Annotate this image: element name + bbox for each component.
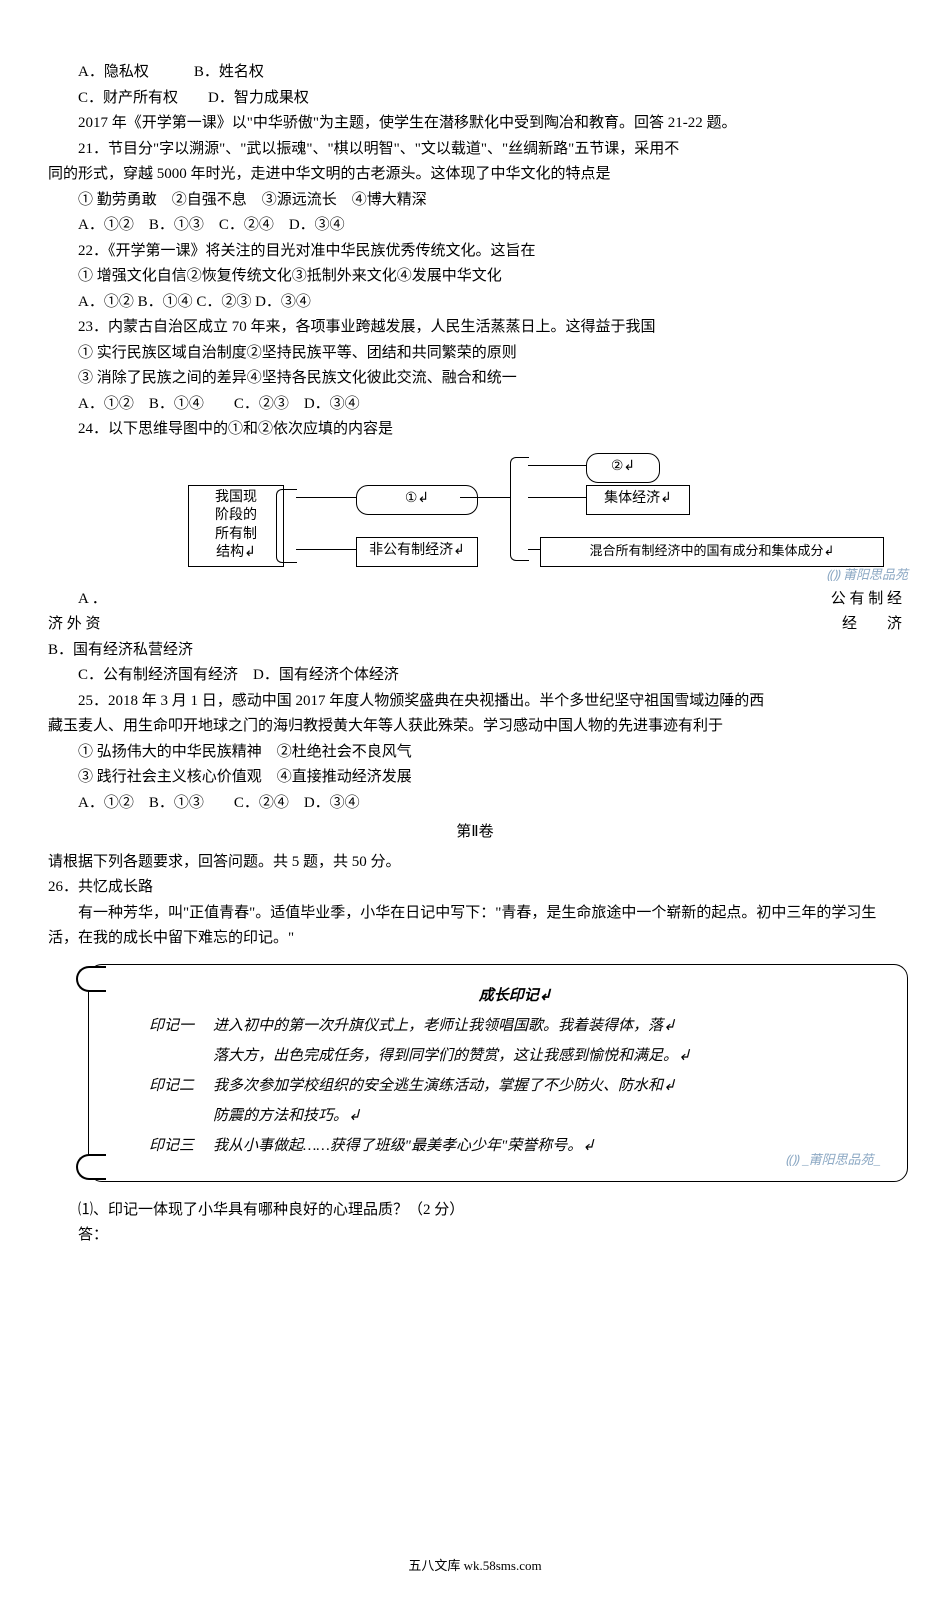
bracket-icon [276,489,297,563]
q25-p2: ③ 践行社会主义核心价值观 ④直接推动经济发展 [48,765,902,791]
q20-option-a: A．隐私权 B．姓名权 [48,60,902,86]
q20-a-text: A．隐私权 [78,64,149,80]
card-watermark: ⸨⸩ _莆阳思品苑_ [786,1149,880,1171]
q25-s2: 藏玉麦人、用生命叩开地球之门的海归教授黄大年等人获此殊荣。学习感动中国人物的先进… [48,714,902,740]
q24-a-tail1: 公 有 制 经 [831,587,902,613]
q24-a-tail2-left: 济 外 资 [48,612,101,638]
q23-p1: ① 实行民族区域自治制度②坚持民族平等、团结和共同繁荣的原则 [48,341,902,367]
diagram-circle-1: ①↲ [356,485,478,515]
q26-sub1: ⑴、印记一体现了小华具有哪种良好的心理品质？（2 分） [48,1198,902,1224]
q25-opts: A．①② B．①③ C．②④ D．③④ [48,791,902,817]
q24-a-row1: A ． 公 有 制 经 [48,587,902,613]
imprint-1-line1: 进入初中的第一次升旗仪式上，老师让我领唱国歌。我着装得体，落↲ [213,1011,881,1041]
q25-s1: 25．2018 年 3 月 1 日，感动中国 2017 年度人物颁奖盛典在央视播… [48,689,902,715]
q24-a-row2: 济 外 资 经 济 [48,612,902,638]
connector-line [296,549,356,550]
diagram-circle-2: ②↲ [586,453,660,483]
imprint-1-label: 印记一 [149,1011,213,1071]
q20-option-c: C．财产所有权 D．智力成果权 [48,86,902,112]
connector-line [528,497,586,498]
connector-line [460,497,510,498]
q21-props: ① 勤劳勇敢 ②自强不息 ③源远流长 ④博大精深 [48,188,902,214]
part2-instr: 请根据下列各题要求，回答问题。共 5 题，共 50 分。 [48,850,902,876]
diagram-collective: 集体经济↲ [586,485,690,515]
q23-opts: A．①② B．①④ C．②③ D．③④ [48,392,902,418]
imprint-2-label: 印记二 [149,1071,213,1131]
part2-title: 第Ⅱ卷 [48,820,902,846]
q24-b: B．国有经济私营经济 [48,638,902,664]
bracket-icon [510,457,529,561]
q24-cd: C．公有制经济国有经济 D．国有经济个体经济 [48,663,902,689]
imprint-3: 印记三 我从小事做起……获得了班级"最美孝心少年"荣誉称号。↲ [149,1131,881,1161]
q21-opts: A．①② B．①③ C．②④ D．③④ [48,213,902,239]
imprint-1: 印记一 进入初中的第一次升旗仪式上，老师让我领唱国歌。我着装得体，落↲ 落大方，… [149,1011,881,1071]
diagram-left-box: 我国现 阶段的 所有制 结构↲ [188,485,284,567]
imprint-3-line1: 我从小事做起……获得了班级"最美孝心少年"荣誉称号。↲ [213,1131,881,1161]
ring-icon [76,1154,106,1180]
q21-stem2: 同的形式，穿越 5000 年时光，走进中华文明的古老源头。这体现了中华文化的特点… [48,162,902,188]
ring-icon [76,966,106,992]
q23-p2: ③ 消除了民族之间的差异④坚持各民族文化彼此交流、融合和统一 [48,366,902,392]
q23-stem: 23．内蒙古自治区成立 70 年来，各项事业跨越发展，人民生活蒸蒸日上。这得益于… [48,315,902,341]
card-title: 成长印记↲ [149,981,881,1011]
q26-title: 26．共忆成长路 [48,875,902,901]
watermark: ⸨⸩ 莆阳思品苑 [827,564,908,586]
imprint-2-line2: 防震的方法和技巧。↲ [213,1101,881,1131]
answer-label: 答： [48,1223,902,1249]
imprint-2-line1: 我多次参加学校组织的安全逃生演练活动，掌握了不少防火、防水和↲ [213,1071,881,1101]
blank-space [48,1249,902,1549]
q24-a-tail2-right: 经 济 [842,612,902,638]
q25-p1: ① 弘扬伟大的中华民族精神 ②杜绝社会不良风气 [48,740,902,766]
q22-opts: A．①② B．①④ C．②③ D．③④ [48,290,902,316]
connector-line [296,497,356,498]
q21-stem1: 21．节目分"字以溯源"、"武以振魂"、"棋以明智"、"文以载道"、"丝绸新路"… [48,137,902,163]
q20-b-text: B．姓名权 [194,64,264,80]
q22-stem: 22．《开学第一课》将关注的目光对准中华民族优秀传统文化。这旨在 [48,239,902,265]
imprint-2: 印记二 我多次参加学校组织的安全逃生演练活动，掌握了不少防火、防水和↲ 防震的方… [149,1071,881,1131]
q20-c-text: C．财产所有权 [78,90,178,106]
q26-intro: 有一种芳华，叫"正值青春"。适值毕业季，小华在日记中写下："青春，是生命旅途中一… [48,901,902,952]
notebook-card: 成长印记↲ 印记一 进入初中的第一次升旗仪式上，老师让我领唱国歌。我着装得体，落… [88,964,908,1182]
q20-d-text: D．智力成果权 [208,90,309,106]
imprint-3-label: 印记三 [149,1131,213,1161]
page-footer: 五八文库 wk.58sms.com [48,1555,902,1577]
connector-line [528,465,586,466]
intro-21-22: 2017 年《开学第一课》以"中华骄傲"为主题，使学生在潜移默化中受到陶冶和教育… [48,111,902,137]
diagram-mixed: 混合所有制经济中的国有成分和集体成分↲ [540,537,884,567]
q24-diagram: 我国现 阶段的 所有制 结构↲ ①↲ 非公有制经济↲ ②↲ 集体经济↲ 混合所有… [188,453,908,583]
q24-a-pre: A ． [48,587,107,613]
q24-stem: 24．以下思维导图中的①和②依次应填的内容是 [48,417,902,443]
q22-props: ① 增强文化自信②恢复传统文化③抵制外来文化④发展中华文化 [48,264,902,290]
connector-line [528,549,540,550]
imprint-1-line2: 落大方，出色完成任务，得到同学们的赞赏，这让我感到愉悦和满足。↲ [213,1041,881,1071]
diagram-nonpublic: 非公有制经济↲ [356,537,478,567]
